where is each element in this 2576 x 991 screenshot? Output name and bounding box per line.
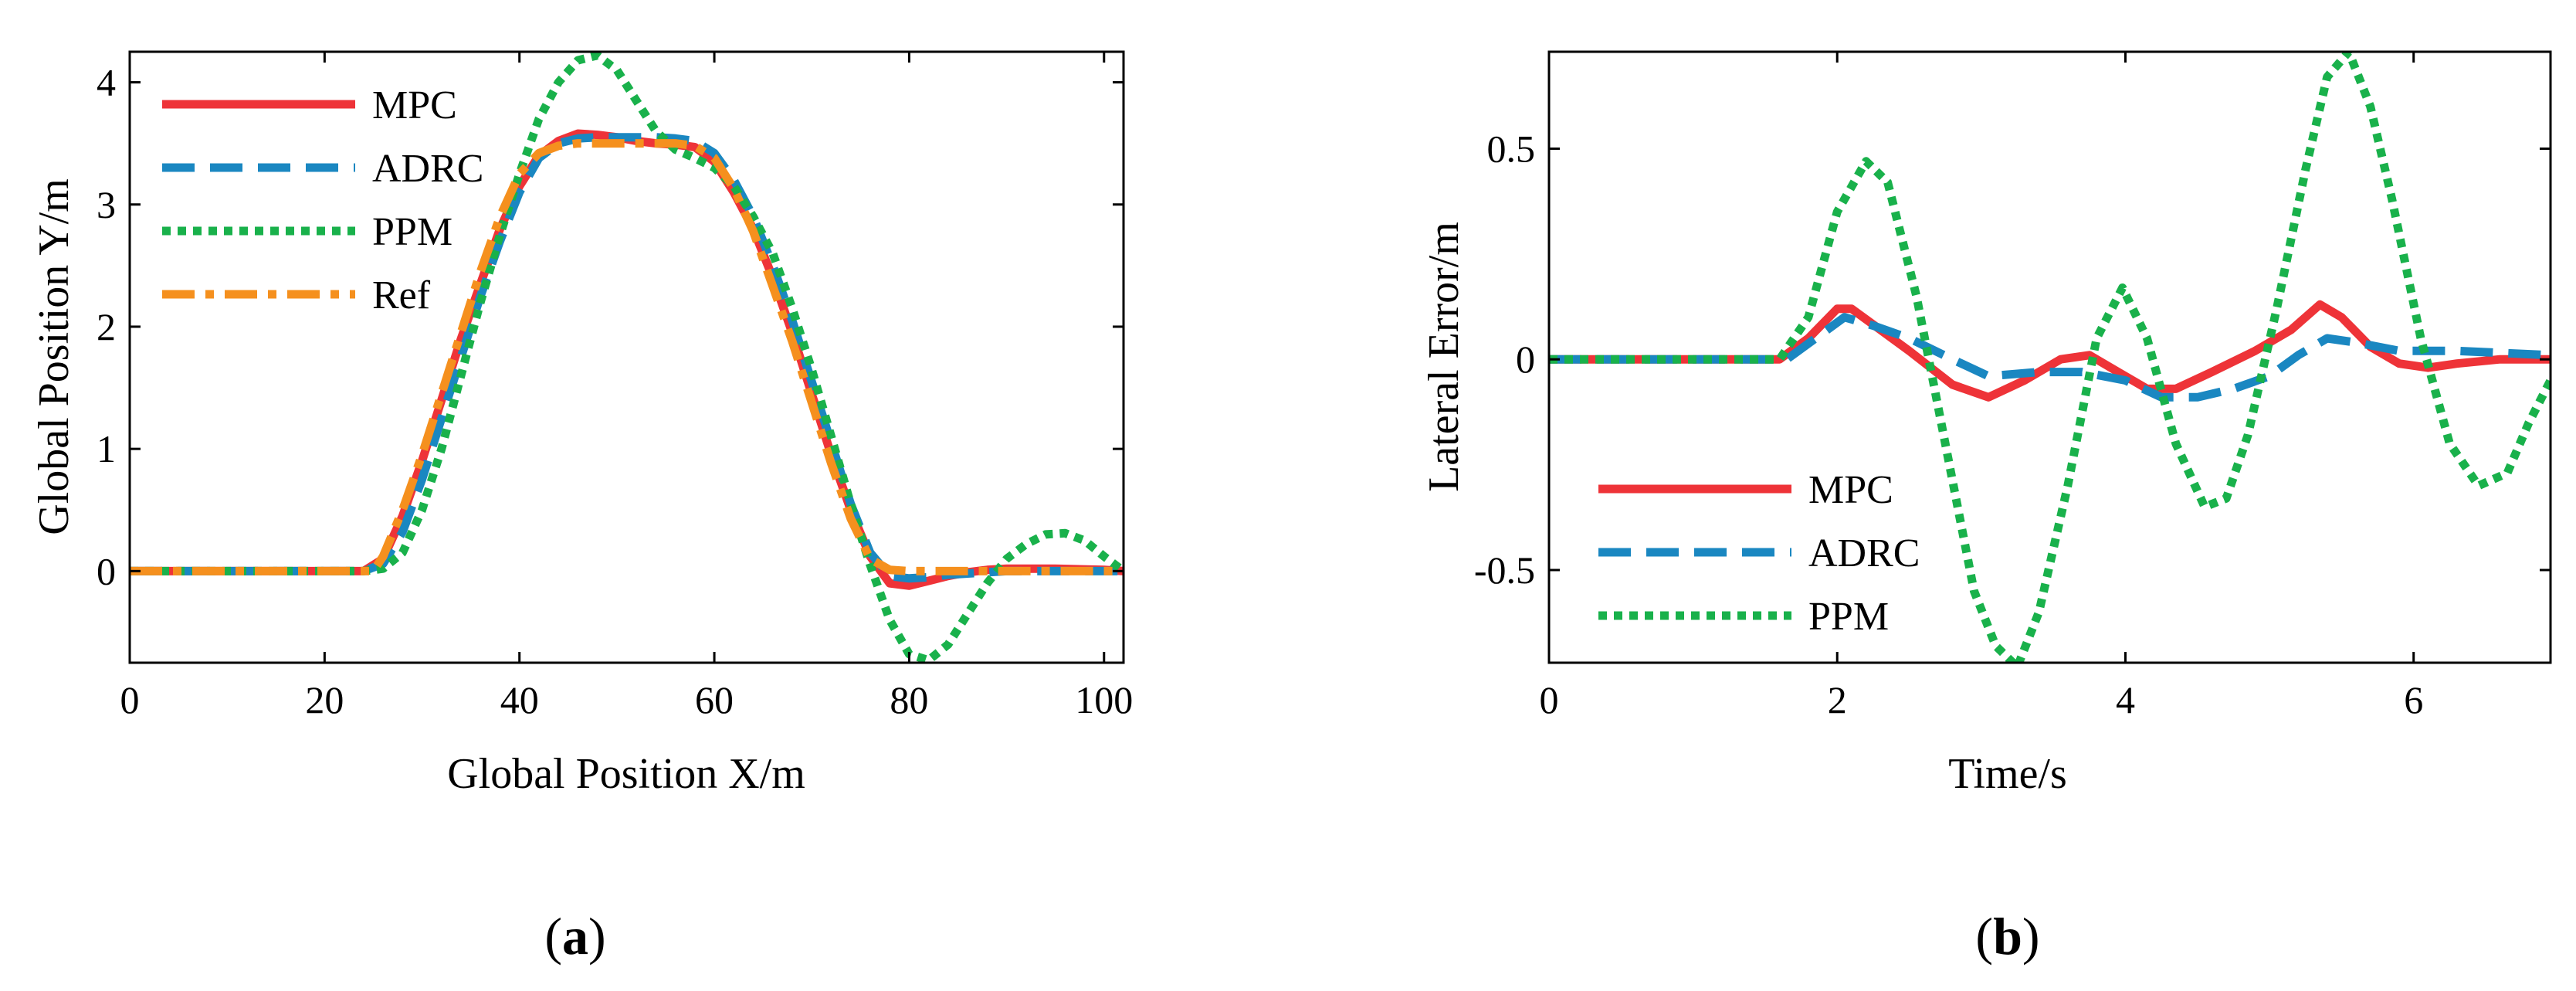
panel-b-caption: (b) — [1975, 907, 2039, 966]
panel-a-y-tick-label: 2 — [97, 305, 116, 348]
panel-b-plot-frame — [1547, 50, 2552, 664]
panel-a-x-tick-label: 80 — [890, 678, 928, 721]
chart-panel-a: 0 20 40 60 80 100 0 1 2 3 4 Global Position X/m Gl… — [30, 50, 1133, 966]
panel-b-series-group — [1549, 52, 2551, 663]
panel-b-caption-letter: b — [1993, 907, 2022, 966]
panel-a-series-ppm — [130, 52, 1124, 663]
panel-a-series-mpc — [130, 129, 1124, 590]
panel-a-caption-letter: a — [562, 907, 588, 966]
panel-a-plot-frame — [128, 50, 1125, 664]
panel-a-series-group — [130, 52, 1124, 663]
panel-a-y-tick-label: 3 — [97, 183, 116, 226]
panel-a-x-tick-label: 60 — [695, 678, 734, 721]
panel-a-legend-label-ppm: PPM — [372, 210, 452, 254]
panel-b-series-mpc — [1549, 300, 2551, 402]
panel-b-x-axis-label: Time/s — [1948, 750, 2067, 798]
panel-b-x-tick-label: 6 — [2404, 678, 2423, 721]
panel-a-x-axis-label: Global Position X/m — [447, 750, 805, 798]
panel-a-y-tick-label: 4 — [97, 61, 116, 104]
panel-b-x-tick-label: 4 — [2116, 678, 2135, 721]
panel-b-legend-label-mpc: MPC — [1808, 468, 1893, 512]
panel-a-x-tick-label: 20 — [305, 678, 344, 721]
panel-a-legend-label-ref: Ref — [372, 273, 431, 317]
panel-a-series-adrc — [130, 133, 1124, 583]
panel-b-x-tick-label: 2 — [1828, 678, 1847, 721]
panel-b-legend-label-ppm: PPM — [1808, 595, 1889, 639]
panel-a-x-tick-label: 100 — [1075, 678, 1133, 721]
panel-a-x-tick-label: 40 — [500, 678, 539, 721]
chart-panel-b: 0 2 4 6 -0.5 0 0.5 Time/s Lateral Error/m MPC A… — [1420, 50, 2552, 966]
panel-b-y-tick-label: 0 — [1516, 338, 1535, 381]
panel-b-axis-ticks: 0 2 4 6 -0.5 0 0.5 — [1474, 52, 2551, 721]
panel-a-x-tick-label: 0 — [120, 678, 140, 721]
panel-b-x-tick-label: 0 — [1540, 678, 1559, 721]
panel-b-y-tick-label: -0.5 — [1474, 548, 1535, 592]
panel-a-y-axis-label: Global Position Y/m — [30, 178, 78, 535]
panel-a-axis-ticks: 0 20 40 60 80 100 0 1 2 3 4 — [97, 52, 1133, 721]
panel-b-y-tick-label: 0.5 — [1487, 127, 1536, 170]
panel-a-y-tick-label: 1 — [97, 427, 116, 470]
panel-a-caption: (a) — [544, 907, 605, 966]
panel-a-legend: MPC ADRC PPM Ref — [162, 83, 483, 317]
panel-a-legend-label-mpc: MPC — [372, 83, 457, 127]
panel-b-y-axis-label: Lateral Error/m — [1420, 222, 1468, 492]
panel-a-y-tick-label: 0 — [97, 549, 116, 592]
panel-b-series-ppm — [1549, 52, 2551, 663]
panel-b-legend-label-adrc: ADRC — [1808, 531, 1920, 575]
panel-a-series-ref — [130, 139, 1124, 575]
panel-b-legend: MPC ADRC PPM — [1598, 468, 1920, 639]
panel-b-series-adrc — [1549, 313, 2551, 402]
panel-a-legend-label-adrc: ADRC — [372, 147, 483, 191]
